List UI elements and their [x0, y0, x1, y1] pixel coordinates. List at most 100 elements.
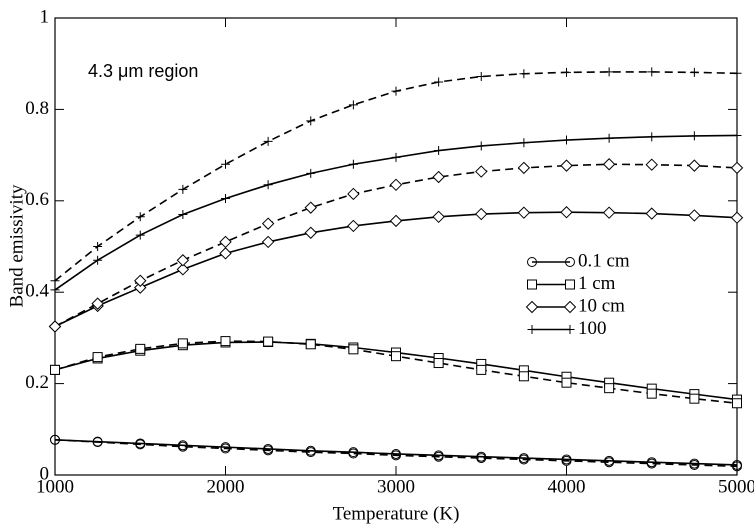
marker	[50, 285, 60, 295]
y-tick-label: 1	[40, 6, 50, 27]
marker	[305, 339, 316, 350]
marker	[646, 458, 657, 469]
marker	[134, 281, 147, 294]
marker	[347, 187, 360, 201]
marker	[263, 445, 274, 456]
marker	[177, 338, 188, 349]
marker	[645, 158, 658, 171]
marker	[732, 398, 742, 409]
marker	[517, 161, 531, 175]
marker	[389, 178, 403, 192]
x-tick-label: 3000	[377, 476, 415, 497]
legend-marker	[527, 279, 537, 290]
marker	[93, 242, 103, 251]
marker	[391, 152, 401, 162]
marker	[50, 434, 60, 445]
legend-marker	[527, 257, 537, 267]
marker	[219, 235, 232, 249]
y-axis-label: Band emissivity	[6, 184, 27, 307]
y-tick-label: 0.2	[25, 372, 49, 393]
legend-marker	[565, 325, 575, 334]
marker	[688, 209, 701, 222]
marker	[476, 71, 486, 81]
marker	[432, 210, 445, 224]
marker	[560, 159, 573, 172]
marker	[562, 67, 571, 77]
marker	[519, 138, 529, 148]
marker	[389, 214, 403, 228]
marker	[348, 344, 359, 355]
marker	[602, 206, 616, 219]
marker	[221, 194, 230, 204]
marker	[647, 67, 657, 77]
marker	[391, 86, 401, 96]
marker	[50, 276, 60, 286]
series-line	[54, 439, 738, 468]
marker	[561, 377, 572, 388]
marker	[434, 77, 444, 87]
marker	[604, 67, 614, 77]
series-line	[54, 439, 738, 466]
legend-marker	[565, 257, 575, 267]
marker	[176, 254, 190, 267]
marker	[475, 207, 488, 221]
legend-marker	[563, 300, 577, 314]
marker	[50, 364, 60, 375]
marker	[348, 159, 358, 169]
marker	[432, 170, 445, 184]
marker	[178, 210, 188, 220]
x-axis-label: Temperature (K)	[333, 503, 460, 524]
marker	[604, 383, 615, 394]
marker	[518, 371, 529, 382]
marker	[647, 132, 657, 142]
marker	[91, 297, 104, 310]
marker	[689, 67, 699, 77]
marker	[219, 247, 232, 260]
marker	[732, 68, 742, 78]
marker	[261, 235, 275, 249]
annotation: 4.3 μm region	[88, 61, 198, 81]
marker	[689, 393, 700, 404]
x-tick-label: 4000	[548, 476, 586, 497]
legend-label: 0.1 cm	[578, 250, 630, 271]
marker	[348, 448, 359, 459]
marker	[134, 274, 147, 287]
marker	[305, 447, 316, 458]
marker	[517, 206, 531, 219]
x-tick-label: 2000	[207, 476, 245, 497]
legend-label: 100	[578, 318, 607, 339]
legend-label: 10 cm	[578, 295, 625, 316]
series-line	[54, 71, 738, 282]
marker	[645, 207, 658, 220]
marker	[604, 133, 614, 143]
marker	[263, 180, 273, 190]
marker	[304, 226, 317, 239]
marker	[434, 146, 444, 156]
marker	[176, 263, 190, 276]
marker	[177, 441, 188, 452]
marker	[475, 165, 488, 178]
marker	[562, 135, 571, 145]
legend-marker	[525, 300, 539, 314]
marker	[306, 116, 316, 126]
marker	[220, 336, 231, 347]
plot-frame	[54, 17, 738, 476]
marker	[93, 255, 103, 265]
legend-marker	[527, 325, 537, 334]
marker	[604, 457, 615, 468]
marker	[221, 159, 230, 169]
y-tick-label: 0	[40, 463, 50, 484]
marker	[263, 336, 274, 347]
y-tick-label: 0.6	[25, 189, 49, 210]
y-tick-label: 0.8	[25, 98, 49, 119]
marker	[688, 159, 701, 172]
marker	[732, 130, 742, 140]
marker	[135, 343, 146, 354]
marker	[689, 459, 700, 470]
marker	[135, 230, 145, 240]
marker	[560, 206, 573, 219]
marker	[433, 451, 444, 462]
marker	[689, 131, 699, 141]
marker	[135, 439, 146, 450]
